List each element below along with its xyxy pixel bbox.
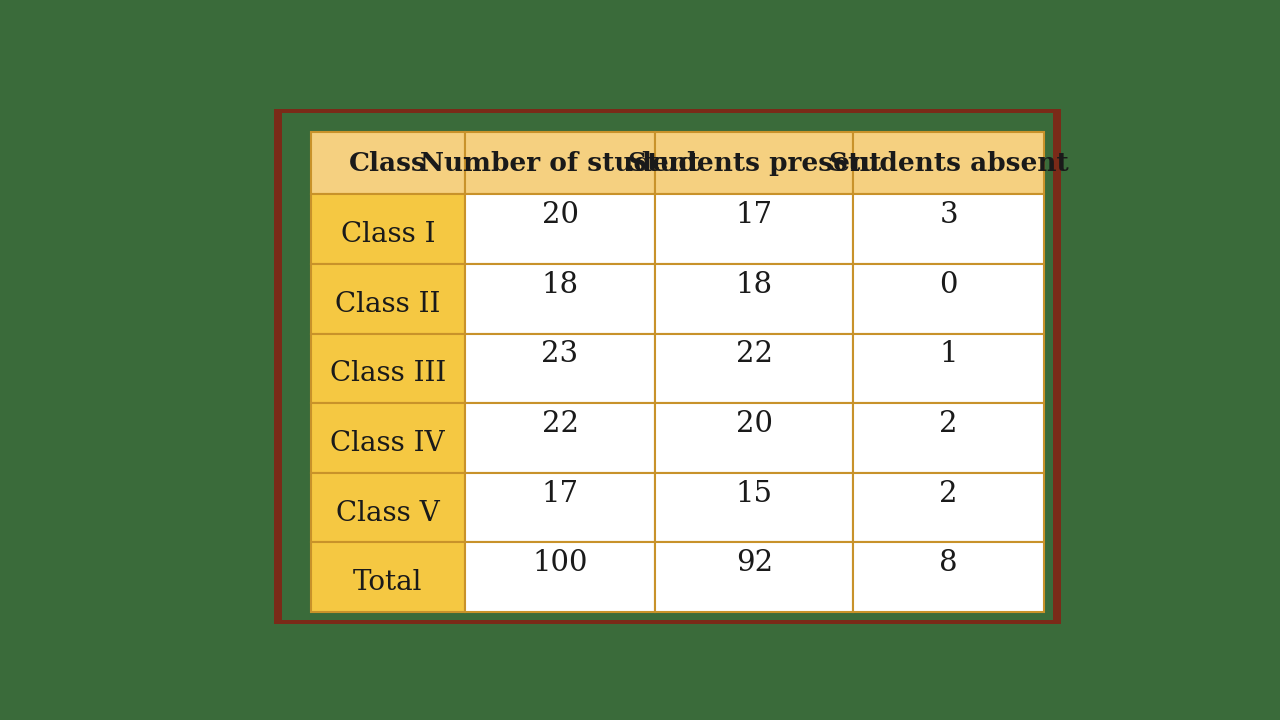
Text: 18: 18 bbox=[541, 271, 579, 299]
Bar bbox=[311, 264, 465, 333]
Text: 8: 8 bbox=[940, 549, 957, 577]
Text: Students absent: Students absent bbox=[828, 150, 1069, 176]
Bar bbox=[655, 132, 854, 194]
Text: 92: 92 bbox=[736, 549, 773, 577]
Text: 1: 1 bbox=[940, 341, 957, 369]
Text: 18: 18 bbox=[736, 271, 773, 299]
Bar bbox=[465, 403, 655, 473]
Bar bbox=[655, 194, 854, 264]
Bar bbox=[854, 403, 1044, 473]
Text: 22: 22 bbox=[736, 341, 773, 369]
Text: 15: 15 bbox=[736, 480, 773, 508]
Text: 0: 0 bbox=[940, 271, 957, 299]
Bar bbox=[854, 264, 1044, 333]
Text: 20: 20 bbox=[736, 410, 773, 438]
Text: 100: 100 bbox=[532, 549, 588, 577]
Text: Class III: Class III bbox=[330, 361, 445, 387]
Bar bbox=[854, 132, 1044, 194]
Bar bbox=[311, 132, 465, 194]
Text: Number of student: Number of student bbox=[420, 150, 700, 176]
Bar bbox=[854, 333, 1044, 403]
Text: 2: 2 bbox=[940, 480, 957, 508]
Bar bbox=[465, 194, 655, 264]
Bar bbox=[282, 113, 1052, 620]
Text: 22: 22 bbox=[541, 410, 579, 438]
Bar bbox=[655, 473, 854, 542]
Bar bbox=[311, 333, 465, 403]
Bar bbox=[311, 473, 465, 542]
Bar bbox=[854, 542, 1044, 612]
Text: Class II: Class II bbox=[335, 291, 440, 318]
Text: 23: 23 bbox=[541, 341, 579, 369]
Bar bbox=[465, 264, 655, 333]
Bar bbox=[311, 542, 465, 612]
Text: Class I: Class I bbox=[340, 221, 435, 248]
Text: Class IV: Class IV bbox=[330, 430, 445, 457]
Bar bbox=[465, 132, 655, 194]
Text: 2: 2 bbox=[940, 410, 957, 438]
Bar bbox=[311, 194, 465, 264]
Bar bbox=[655, 403, 854, 473]
Text: Class V: Class V bbox=[335, 500, 439, 526]
Text: 17: 17 bbox=[541, 480, 579, 508]
Bar bbox=[655, 333, 854, 403]
Text: 3: 3 bbox=[940, 201, 957, 229]
Bar bbox=[854, 473, 1044, 542]
Bar bbox=[274, 109, 1061, 624]
Bar bbox=[465, 473, 655, 542]
Bar bbox=[655, 542, 854, 612]
Text: 17: 17 bbox=[736, 201, 773, 229]
Text: Class: Class bbox=[349, 150, 426, 176]
Bar bbox=[311, 403, 465, 473]
Bar bbox=[465, 333, 655, 403]
Bar bbox=[655, 264, 854, 333]
Text: Students present: Students present bbox=[627, 150, 881, 176]
Bar bbox=[854, 194, 1044, 264]
Text: 20: 20 bbox=[541, 201, 579, 229]
Text: Total: Total bbox=[353, 570, 422, 596]
Bar bbox=[465, 542, 655, 612]
